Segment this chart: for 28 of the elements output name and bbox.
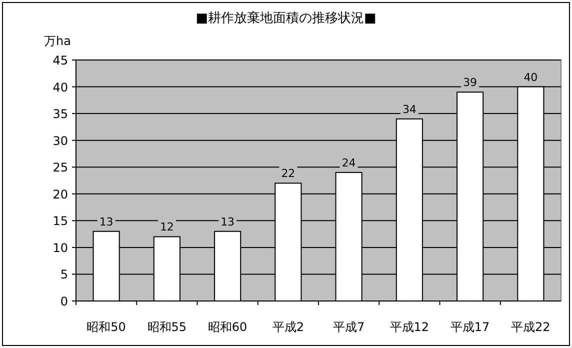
x-tick-label: 平成12: [390, 320, 430, 334]
data-label: 22: [281, 167, 296, 180]
x-tick-label: 昭和60: [208, 320, 248, 334]
data-label: 12: [160, 220, 174, 234]
x-tick-label: 平成22: [511, 320, 550, 334]
y-tick-label: 5: [60, 268, 68, 282]
x-tick-label: 平成7: [332, 320, 365, 334]
x-tick-label: 昭和55: [147, 320, 187, 334]
y-tick-label: 25: [52, 160, 68, 175]
data-label: 13: [220, 215, 235, 228]
y-tick-label: 40: [52, 80, 68, 94]
y-tick-label: 10: [52, 240, 68, 255]
x-tick-label: 昭和50: [86, 320, 126, 334]
y-tick-label: 35: [52, 107, 68, 122]
y-tick-label: 0: [60, 294, 68, 308]
y-tick-label: 15: [52, 214, 68, 228]
y-tick-label: 45: [52, 54, 68, 68]
data-label: 34: [402, 102, 416, 116]
data-label: 40: [524, 70, 538, 84]
chart-title: ■耕作放棄地面積の推移状況■: [196, 10, 376, 26]
data-label: 24: [342, 156, 356, 170]
data-label: 13: [99, 215, 114, 228]
y-tick-label: 20: [52, 187, 68, 202]
data-label: 39: [463, 76, 478, 90]
y-axis-title: 万ha: [44, 34, 71, 48]
x-tick-label: 平成17: [450, 320, 490, 334]
x-tick-label: 平成2: [272, 320, 304, 334]
y-tick-label: 30: [52, 134, 68, 148]
